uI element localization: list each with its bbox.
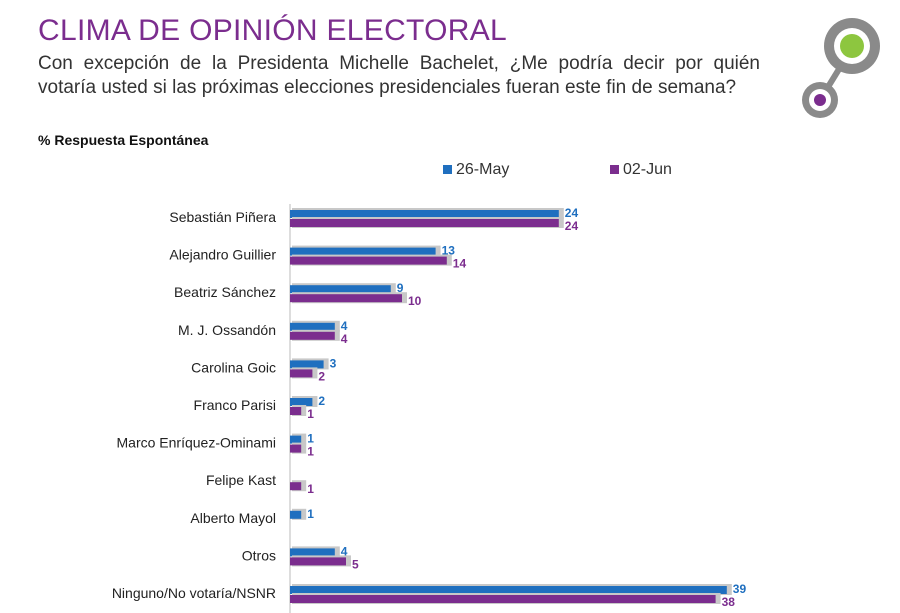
category-label: M. J. Ossandón (178, 322, 276, 338)
data-label: 1 (307, 507, 314, 521)
bar-26-may (290, 322, 335, 331)
data-label: 1 (307, 445, 314, 459)
data-label: 4 (341, 332, 348, 346)
data-label: 9 (397, 281, 404, 295)
category-label: Felipe Kast (206, 472, 276, 488)
data-label: 38 (722, 595, 736, 609)
category-label: Otros (242, 547, 276, 563)
bar-02-jun (290, 294, 402, 303)
bar-26-may (290, 398, 313, 406)
data-label: 1 (307, 482, 314, 496)
data-label: 14 (453, 257, 467, 271)
bar-26-may (290, 210, 559, 218)
bar-26-may (290, 247, 436, 256)
bar-02-jun (290, 482, 302, 491)
data-label: 2 (318, 394, 325, 408)
data-label: 3 (330, 356, 337, 370)
survey-question: Con excepción de la Presidenta Michelle … (38, 53, 760, 98)
bar-26-may (290, 510, 302, 519)
category-label: Alberto Mayol (190, 510, 276, 526)
category-label: Alejandro Guillier (169, 247, 276, 263)
bar-26-may (290, 586, 727, 594)
category-label: Franco Parisi (194, 397, 276, 413)
bar-02-jun (290, 369, 313, 378)
data-label: 2 (318, 369, 325, 383)
page-title: CLIMA DE OPINIÓN ELECTORAL (38, 14, 508, 47)
data-label: 4 (341, 544, 348, 558)
legend-swatch (443, 165, 452, 174)
legend-swatch (610, 165, 619, 174)
data-label: 13 (442, 244, 456, 258)
data-label: 39 (733, 582, 747, 596)
legend-label: 26-May (456, 161, 509, 178)
data-label: 24 (565, 219, 579, 233)
data-label: 5 (352, 557, 359, 571)
bar-02-jun (290, 219, 559, 227)
bar-02-jun (290, 331, 335, 340)
bar-02-jun (290, 557, 346, 566)
category-label: Ninguno/No votaría/NSNR (112, 585, 276, 601)
bar-26-may (290, 435, 302, 444)
bar-02-jun (290, 407, 302, 415)
chart-subtitle: % Respuesta Espontánea (38, 132, 209, 148)
data-label: 1 (307, 432, 314, 446)
category-label: Sebastián Piñera (169, 209, 276, 225)
bar-02-jun (290, 444, 302, 453)
bar-26-may (290, 548, 335, 557)
bar-26-may (290, 285, 391, 294)
data-label: 4 (341, 319, 348, 333)
data-label: 10 (408, 294, 422, 308)
bar-02-jun (290, 595, 716, 603)
category-label: Carolina Goic (191, 359, 276, 375)
category-label: Beatriz Sánchez (174, 284, 276, 300)
bar-26-may (290, 360, 324, 369)
category-label: Marco Enríquez-Ominami (117, 435, 277, 451)
data-label: 1 (307, 407, 314, 421)
data-label: 24 (565, 206, 579, 220)
circles-logo-icon (802, 18, 880, 118)
legend-label: 02-Jun (623, 161, 672, 178)
bar-02-jun (290, 256, 447, 265)
